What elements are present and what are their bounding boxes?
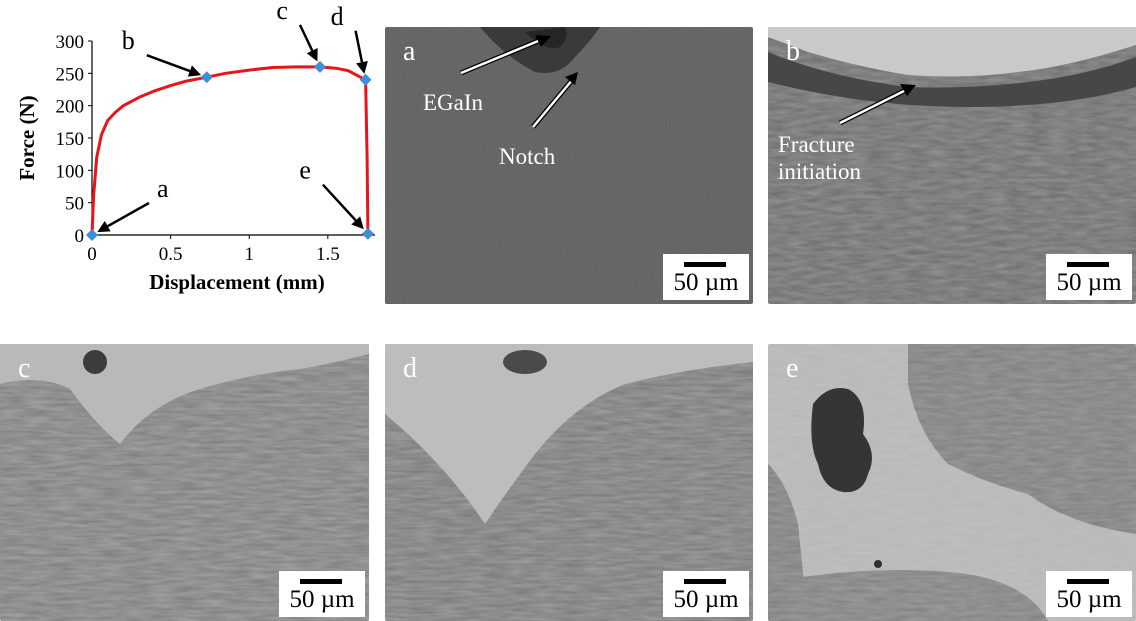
data-point-marker: [359, 73, 372, 86]
notch-label: Notch: [499, 144, 556, 169]
annotation-arrow-head: [306, 48, 318, 62]
sem-image-e: [768, 344, 1136, 621]
annotation-arrow-line: [322, 183, 357, 222]
data-point-marker: [313, 60, 326, 73]
chart-curve: [90, 65, 370, 237]
annotation-arrow-head: [97, 220, 111, 233]
y-tick-label: 100: [56, 161, 85, 182]
annotation-arrow-head: [187, 65, 202, 77]
sem-panel-a: a EGaIn Notch 50 µm: [385, 27, 753, 304]
annotation-arrow-line: [298, 24, 314, 52]
y-tick-label: 150: [56, 129, 85, 150]
sem-panel-b: b Fracture initiation 50 µm: [768, 27, 1136, 304]
x-tick-label: 0: [87, 244, 97, 265]
scale-bar-c: 50 µm: [279, 571, 365, 617]
scale-bar-a: 50 µm: [663, 254, 749, 300]
force-displacement-chart: 0 50 100 150 200 250 300 0 0.5 1 1.5 a b c d e Displac…: [15, 0, 375, 294]
chart-ticks: 0 50 100 150 200 250 300 0 0.5 1 1.5: [56, 32, 340, 265]
chart-point-labels: a b c d e: [97, 0, 368, 233]
x-tick-label: 0.5: [159, 244, 183, 265]
point-label-c: c: [276, 0, 288, 25]
data-point-marker: [361, 227, 374, 240]
y-tick-label: 200: [56, 97, 85, 118]
annotation-arrow-head: [356, 60, 368, 74]
x-tick-label: 1: [244, 244, 254, 265]
scale-text-c: 50 µm: [289, 586, 355, 613]
scale-text-a: 50 µm: [673, 269, 739, 296]
egain-label: EGaIn: [423, 90, 484, 115]
fracture-initiation-label: Fracture initiation: [778, 132, 862, 184]
chart-axes: [91, 41, 375, 236]
y-tick-label: 250: [56, 64, 85, 85]
point-label-a: a: [157, 174, 169, 203]
scale-text-e: 50 µm: [1056, 586, 1122, 613]
scale-text-d: 50 µm: [673, 586, 739, 613]
force-curve-line: [90, 65, 370, 237]
scale-bar-d: 50 µm: [663, 571, 749, 617]
scale-text-b: 50 µm: [1056, 269, 1122, 296]
annotation-arrow-line: [146, 54, 191, 73]
data-point-marker: [86, 229, 98, 241]
panel-letter-e: e: [786, 353, 799, 384]
y-tick-label: 50: [65, 194, 84, 215]
y-tick-label: 0: [75, 226, 85, 247]
panel-letter-d: d: [403, 353, 417, 384]
y-tick-label: 300: [56, 32, 85, 53]
x-tick-label: 1.5: [316, 244, 340, 265]
sem-panel-e: e 50 µm: [768, 344, 1136, 621]
scale-bar-b: 50 µm: [1046, 254, 1132, 300]
annotation-arrow-line: [107, 201, 150, 228]
panel-letter-b: b: [786, 36, 800, 67]
scale-bar-e: 50 µm: [1046, 571, 1132, 617]
annotation-arrow-line: [354, 30, 364, 63]
data-point-marker: [200, 71, 213, 84]
y-axis-label: Force (N): [15, 95, 39, 180]
annotation-arrow-head: [351, 216, 364, 230]
sem-panel-c: c 50 µm: [0, 344, 369, 621]
x-axis-label: Displacement (mm): [149, 270, 325, 294]
panel-letter-a: a: [403, 36, 416, 67]
point-label-d: d: [331, 2, 344, 31]
point-label-e: e: [299, 156, 311, 185]
point-label-b: b: [122, 26, 135, 55]
panel-letter-c: c: [18, 353, 31, 384]
sem-panel-d: d 50 µm: [385, 344, 753, 621]
chart-markers: [86, 60, 374, 241]
